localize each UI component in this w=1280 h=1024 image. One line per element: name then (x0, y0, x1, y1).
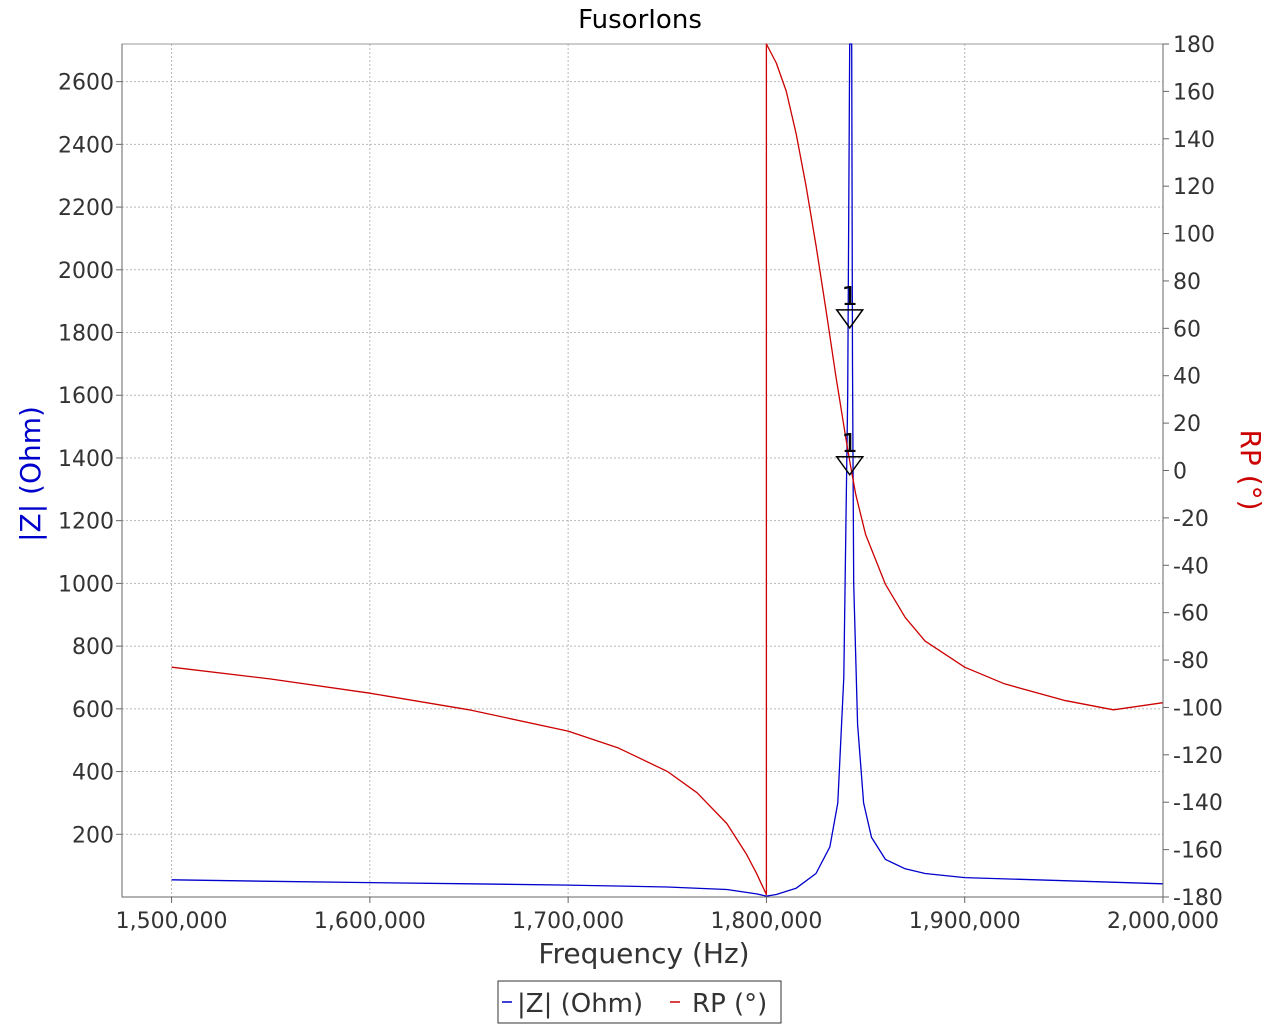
y-left-tick-label: 2200 (58, 196, 114, 221)
grid (122, 44, 1164, 897)
y-right-tick-label: -20 (1173, 507, 1209, 532)
y-right-tick-label: 60 (1173, 317, 1201, 342)
y-right-tick-label: 180 (1173, 33, 1215, 58)
y-left-tick-label: 2600 (58, 71, 114, 96)
legend: |Z| (Ohm) RP (°) (497, 980, 782, 1024)
marker-triangle (835, 309, 865, 330)
x-tick-label: 1,500,000 (116, 909, 228, 934)
y-left-tick-label: 1800 (58, 322, 114, 347)
y-right-tick-label: 80 (1173, 270, 1201, 295)
y-left-tick-label: 2400 (58, 133, 114, 158)
y-right-tick-label: -160 (1173, 839, 1223, 864)
legend-label-z: |Z| (Ohm) (517, 989, 643, 1019)
y-left-tick-label: 1600 (58, 384, 114, 409)
marker-label: 1 (841, 282, 858, 312)
y-right-tick-label: 0 (1173, 460, 1187, 485)
y-right-tick-label: 120 (1173, 175, 1215, 200)
x-axis-label: Frequency (Hz) (538, 937, 749, 970)
y-left-tick-label: 800 (72, 635, 114, 660)
chart-title: FusorIons (578, 5, 702, 35)
marker-label: 1 (841, 429, 858, 459)
y-right-tick-label: -40 (1173, 554, 1209, 579)
y-left-tick-label: 2000 (58, 259, 114, 284)
x-tick-label: 1,800,000 (710, 909, 822, 934)
series-phase-line (171, 43, 1164, 896)
y-axis-right-label: RP (°) (1234, 429, 1267, 510)
plot-frame (121, 43, 1164, 898)
y-right-tick-label: 100 (1173, 223, 1215, 248)
y-right-tick-label: -180 (1173, 886, 1223, 911)
y-left-tick-label: 600 (72, 698, 114, 723)
y-right-tick-label: -100 (1173, 696, 1223, 721)
y-right-tick-label: -60 (1173, 602, 1209, 627)
legend-box (497, 980, 782, 1024)
x-tick-label: 2,000,000 (1107, 909, 1219, 934)
marker-triangle (835, 456, 865, 477)
y-right-tick-label: 20 (1173, 412, 1201, 437)
y-right-tick-label: -120 (1173, 744, 1223, 769)
y-right-tick-label: 160 (1173, 80, 1215, 105)
y-left-tick-label: 200 (72, 823, 114, 848)
y-right-tick-label: 140 (1173, 128, 1215, 153)
axes: 1,500,000 1,600,000 1,700,000 1,800,000 1,90… (58, 33, 1223, 934)
y-left-tick-label: 1200 (58, 510, 114, 535)
y-left-tick-label: 400 (72, 761, 114, 786)
legend-label-rp: RP (°) (692, 989, 767, 1019)
x-tick-label: 1,900,000 (909, 909, 1021, 934)
series-impedance-line (171, 43, 1164, 897)
x-tick-label: 1,700,000 (512, 909, 624, 934)
y-right-tick-label: -80 (1173, 649, 1209, 674)
y-left-tick-label: 1400 (58, 447, 114, 472)
x-tick-label: 1,600,000 (314, 909, 426, 934)
y-left-tick-label: 1000 (58, 572, 114, 597)
series-layer (171, 43, 1164, 897)
marker-layer: 11 (835, 282, 865, 477)
y-right-tick-label: -140 (1173, 791, 1223, 816)
y-axis-left-label: |Z| (Ohm) (14, 406, 47, 542)
y-right-tick-label: 40 (1173, 365, 1201, 390)
